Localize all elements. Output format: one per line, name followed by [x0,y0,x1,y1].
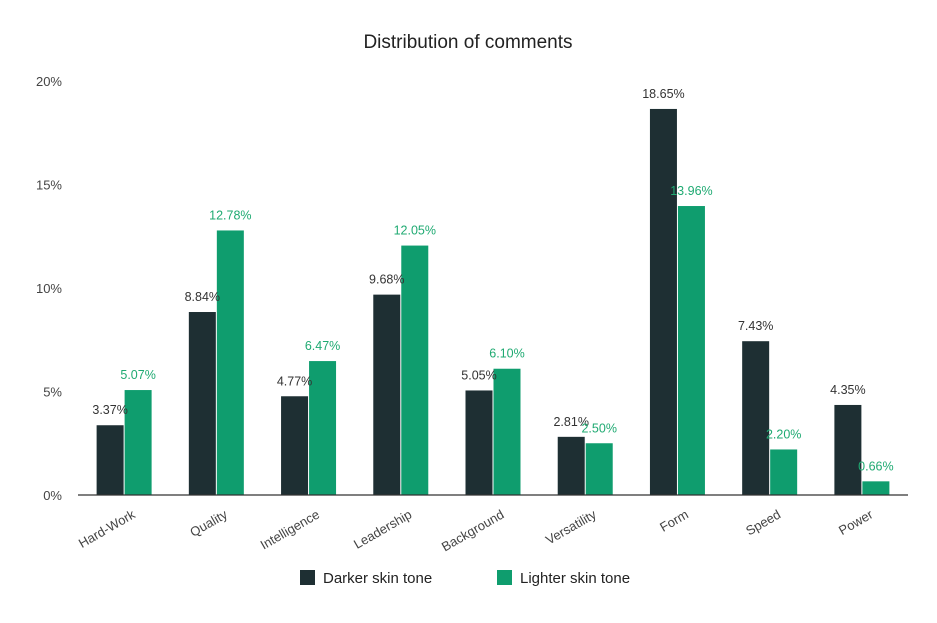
bar-darker-quality [188,312,216,495]
bar-darker-intelligence [281,396,309,495]
bar-darker-power [834,404,862,495]
value-label-darker: 8.84% [185,290,220,304]
value-label-lighter: 6.47% [305,339,340,353]
value-label-lighter: 2.20% [766,427,801,441]
value-label-darker: 18.65% [642,87,684,101]
bar-lighter-intelligence [309,361,337,495]
value-label-darker: 7.43% [738,319,773,333]
bar-darker-leadership [373,294,401,495]
bar-darker-background [465,390,493,495]
legend-label-lighter: Lighter skin tone [520,570,630,587]
value-label-lighter: 6.10% [489,347,524,361]
value-label-lighter: 13.96% [670,184,712,198]
bar-darker-versatility [557,436,585,495]
y-tick-label: 15% [36,178,62,193]
legend-label-darker: Darker skin tone [323,570,432,587]
x-tick-label: Intelligence [258,507,322,553]
bars [96,108,890,496]
x-tick-label: Speed [743,507,783,539]
bar-darker-speed [742,341,770,495]
bar-lighter-leadership [401,245,429,495]
y-tick-label: 0% [43,488,62,503]
chart-title: Distribution of comments [363,32,572,53]
x-tick-label: Power [836,506,876,538]
value-labels: 3.37% 5.07% 8.84% 12.78% 4.77% 6.47% 9.68% 12.0… [92,87,893,473]
value-label-darker: 4.77% [277,374,312,388]
bar-lighter-hard-work [124,390,152,495]
y-axis: 0% 5% 10% 15% 20% [36,74,62,503]
x-tick-label: Hard-Work [76,506,138,551]
x-axis: Hard-Work Quality Intelligence Leadership Ba… [76,506,876,554]
bar-lighter-power [862,481,890,495]
bar-lighter-background [493,368,521,495]
bar-lighter-quality [216,230,244,496]
value-label-lighter: 12.78% [209,208,251,222]
bar-lighter-speed [770,449,798,495]
x-tick-label: Leadership [351,507,414,552]
y-tick-label: 10% [36,281,62,296]
bar-lighter-versatility [585,443,613,495]
value-label-darker: 5.05% [461,368,496,382]
x-tick-label: Quality [187,506,230,539]
legend-swatch-darker [300,570,315,585]
y-tick-label: 20% [36,74,62,89]
value-label-lighter: 2.50% [581,421,616,435]
bar-darker-hard-work [96,425,124,495]
bar-lighter-form [677,206,705,495]
x-tick-label: Versatility [543,506,599,547]
value-label-lighter: 5.07% [120,368,155,382]
bar-darker-form [649,108,677,495]
value-label-darker: 9.68% [369,273,404,287]
value-label-darker: 3.37% [92,403,127,417]
value-label-lighter: 0.66% [858,459,893,473]
legend-swatch-lighter [497,570,512,585]
x-tick-label: Background [439,507,507,555]
value-label-lighter: 12.05% [394,224,436,238]
legend: Darker skin tone Lighter skin tone [300,570,630,587]
value-label-darker: 4.35% [830,383,865,397]
value-label-darker: 2.81% [553,415,588,429]
x-tick-label: Form [657,507,691,535]
y-tick-label: 5% [43,385,62,400]
